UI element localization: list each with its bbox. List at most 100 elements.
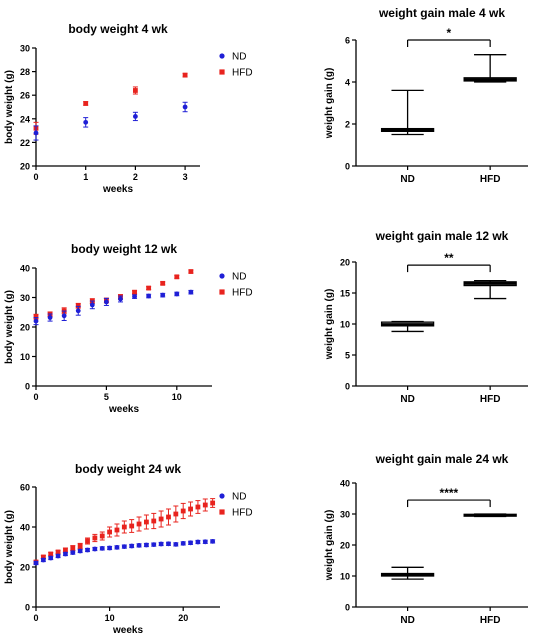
legend-marker	[219, 69, 225, 75]
y-tick-label: 22	[20, 138, 30, 148]
data-point	[174, 291, 180, 297]
y-tick-label: 20	[340, 258, 350, 268]
chart-title: body weight 12 wk	[71, 242, 177, 256]
data-point	[99, 533, 105, 539]
data-point	[146, 285, 152, 291]
x-tick-label: 1	[83, 172, 88, 182]
data-point	[83, 101, 89, 106]
y-tick-label: 20	[20, 162, 30, 172]
data-point	[160, 292, 166, 298]
data-point	[144, 519, 149, 525]
chart-title: body weight 24 wk	[75, 462, 181, 476]
box-nd	[380, 566, 435, 580]
data-point	[180, 541, 186, 546]
data-point	[55, 553, 61, 559]
x-tick-label: 10	[172, 392, 182, 402]
data-point	[92, 535, 98, 541]
y-tick-label: 30	[20, 44, 30, 54]
significance-label: ****	[440, 486, 459, 500]
y-tick-label: 0	[25, 382, 30, 392]
data-point	[104, 299, 109, 305]
series-nd	[33, 289, 194, 326]
x-tick-label: 0	[33, 172, 38, 182]
data-point	[151, 542, 157, 547]
data-point	[166, 541, 171, 547]
y-tick-label: 0	[25, 603, 30, 613]
y-tick-label: 20	[340, 541, 350, 551]
data-point	[114, 527, 120, 533]
chart-wg4: 0 2 4 6 weight gain male 4 wk weight gain (g)…	[324, 6, 528, 185]
y-tick-label: 5	[345, 351, 350, 361]
y-tick-label: 10	[340, 320, 350, 330]
data-point	[151, 518, 157, 524]
data-point	[33, 130, 39, 136]
box-hfd	[463, 279, 517, 300]
data-point	[188, 540, 193, 546]
data-point	[99, 546, 105, 551]
x-tick-label: 20	[178, 613, 188, 623]
data-point	[75, 308, 81, 314]
significance-bracket: **	[407, 251, 491, 273]
data-point	[132, 114, 138, 119]
data-point	[63, 551, 68, 557]
data-point	[114, 545, 120, 550]
x-axis-label: weeks	[102, 184, 133, 195]
x-tick-label: HFD	[480, 394, 501, 405]
chart-title: body weight 4 wk	[68, 22, 168, 36]
x-axis-label: weeks	[108, 404, 139, 415]
x-tick-label: 2	[133, 172, 138, 182]
y-tick-label: 26	[20, 91, 30, 101]
data-point	[132, 294, 137, 300]
chart-title: weight gain male 24 wk	[375, 452, 509, 466]
data-point	[210, 500, 216, 506]
chart-bw12: 0 10 20 30 40 body weight 12 wk body weight (g…	[4, 242, 253, 415]
data-point	[121, 544, 127, 549]
data-point	[107, 545, 112, 551]
significance-label: *	[447, 26, 452, 40]
y-axis-label: body weight (g)	[4, 510, 15, 584]
series-hfd	[33, 498, 216, 565]
legend-label: ND	[232, 52, 246, 63]
legend: ND HFD	[219, 272, 253, 299]
x-tick-label: HFD	[480, 174, 501, 185]
data-point	[180, 508, 186, 514]
data-point	[210, 539, 216, 544]
data-point	[85, 538, 90, 544]
x-tick-label: ND	[400, 394, 414, 405]
data-point	[173, 511, 179, 517]
data-point	[195, 539, 201, 545]
significance-bracket: ****	[407, 486, 491, 508]
data-point	[144, 542, 149, 548]
data-point	[40, 557, 46, 563]
y-tick-label: 0	[345, 162, 350, 172]
y-tick-label: 2	[345, 120, 350, 130]
data-point	[136, 543, 142, 548]
data-point	[83, 119, 89, 125]
data-point	[173, 542, 179, 547]
data-point	[33, 314, 39, 320]
chart-wg12: 0 5 10 15 20 weight gain male 12 wk weight gai…	[324, 229, 528, 405]
series-hfd	[33, 72, 188, 135]
box-hfd	[463, 54, 517, 83]
y-tick-label: 10	[20, 352, 30, 362]
box-hfd	[463, 513, 517, 518]
data-point	[160, 280, 166, 286]
chart-wg24: 0 10 20 30 40 weight gain male 24 wk weight ga…	[324, 452, 528, 626]
chart-bw24: 0 20 40 60 body weight 24 wk body weight (g) 0…	[4, 462, 253, 636]
legend-label: HFD	[232, 288, 253, 299]
data-point	[63, 547, 68, 553]
data-point	[48, 551, 54, 557]
data-point	[182, 72, 188, 78]
legend-marker	[219, 493, 225, 499]
data-point	[174, 274, 180, 280]
x-tick-label: 10	[105, 613, 115, 623]
y-tick-label: 40	[340, 479, 350, 489]
data-point	[158, 541, 164, 547]
y-tick-label: 30	[20, 293, 30, 303]
x-tick-label: HFD	[480, 615, 501, 626]
data-point	[47, 315, 53, 320]
y-tick-label: 15	[340, 289, 350, 299]
data-point	[182, 104, 188, 110]
x-tick-label: 0	[33, 392, 38, 402]
y-tick-label: 60	[20, 483, 30, 493]
